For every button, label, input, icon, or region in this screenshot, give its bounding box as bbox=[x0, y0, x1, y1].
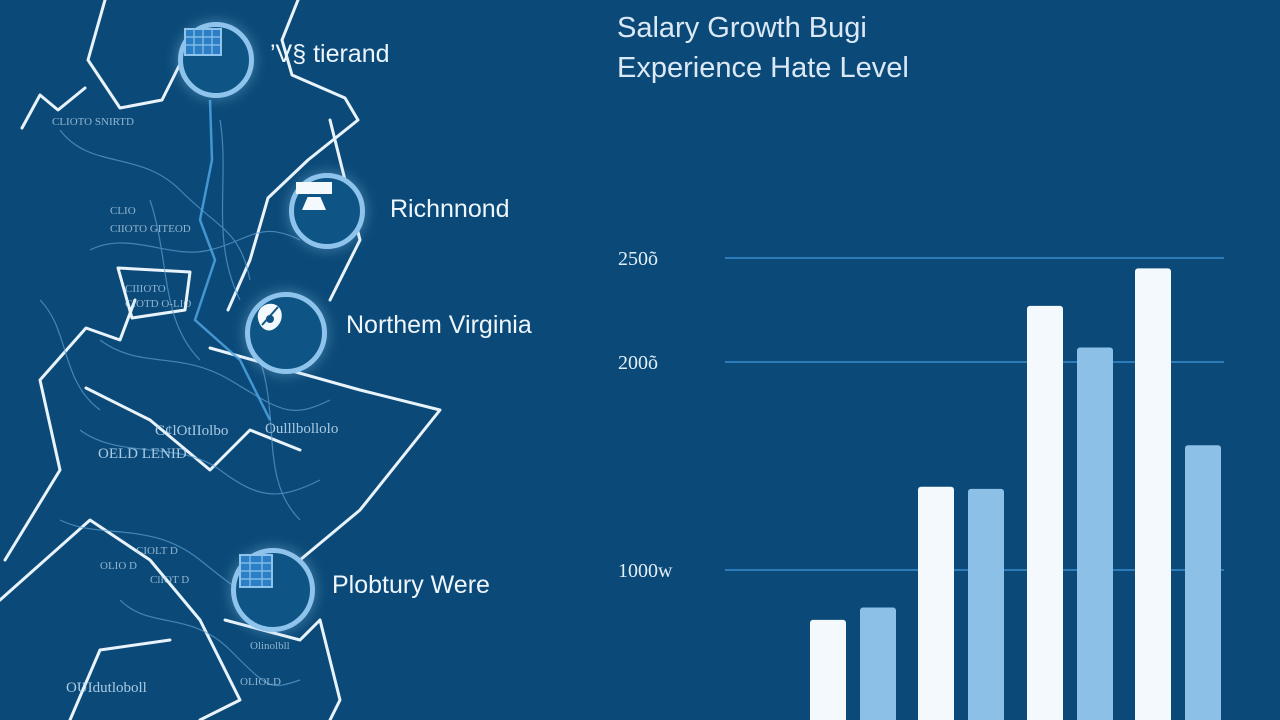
small-map-label: OƲIdutloboll bbox=[66, 680, 147, 696]
small-map-label: Olinolbll bbox=[250, 640, 290, 652]
small-map-label: CIIOTO GITEOD bbox=[110, 223, 191, 235]
region-marker-richmond[interactable] bbox=[289, 173, 365, 249]
map-outline bbox=[0, 0, 442, 720]
small-map-label: CIOLT D bbox=[136, 545, 178, 557]
small-map-label: CIIIOTO bbox=[125, 283, 166, 295]
y-tick-label: 1000w bbox=[618, 560, 673, 582]
bar-chart: 1000w 200õ 250õ bbox=[618, 248, 1224, 720]
bar bbox=[1185, 445, 1221, 720]
small-map-label: ClIOT D bbox=[150, 574, 190, 586]
bar bbox=[1077, 347, 1113, 720]
small-map-label: OLIO D bbox=[100, 560, 137, 572]
bar bbox=[1027, 305, 1063, 720]
chart-title-line-1: Salary Growth Bugi bbox=[617, 12, 867, 44]
map-panel: CLIOTO SNIRTD CLIO CIIOTO GITEOD CIIIOTO… bbox=[0, 0, 600, 720]
bar bbox=[1135, 268, 1171, 720]
region-marker-northern-virginia[interactable] bbox=[245, 292, 327, 374]
bar bbox=[968, 488, 1004, 720]
small-map-label: CIOTD O-LIO bbox=[125, 298, 192, 310]
chart-title: Salary Growth Bugi Experience Hate Level bbox=[617, 8, 909, 88]
small-map-label: CLIOTO SNIRTD bbox=[52, 116, 134, 128]
region-label-richmond: Richnnond bbox=[390, 195, 510, 223]
monitor-stand-icon bbox=[296, 182, 332, 210]
y-tick-label: 250õ bbox=[618, 248, 658, 270]
region-label-northern-virginia: Northem Virginia bbox=[346, 311, 532, 339]
grid-panel-icon bbox=[184, 28, 222, 56]
leaf-icon bbox=[257, 303, 282, 331]
small-map-label: Oulllbollolo bbox=[265, 421, 339, 437]
region-marker-plobtury-were[interactable] bbox=[231, 548, 315, 632]
grid-panel-icon bbox=[239, 554, 273, 588]
y-tick-label: 200õ bbox=[618, 352, 658, 374]
bar bbox=[918, 486, 954, 720]
bar bbox=[810, 619, 846, 720]
region-label-tiderand: ’V§ tierand bbox=[270, 40, 390, 68]
small-map-label: CLIO bbox=[110, 205, 136, 217]
chart-title-line-2: Experience Hate Level bbox=[617, 52, 909, 84]
small-map-label: OLIOLD bbox=[240, 676, 281, 688]
small-map-label: C¢lOtIIolbo bbox=[155, 423, 229, 439]
bar bbox=[860, 607, 896, 720]
small-map-label: OELD LENID bbox=[98, 446, 187, 462]
region-marker-tiderand[interactable] bbox=[178, 22, 254, 98]
region-label-plobtury-were: Plobtury Were bbox=[332, 571, 490, 599]
